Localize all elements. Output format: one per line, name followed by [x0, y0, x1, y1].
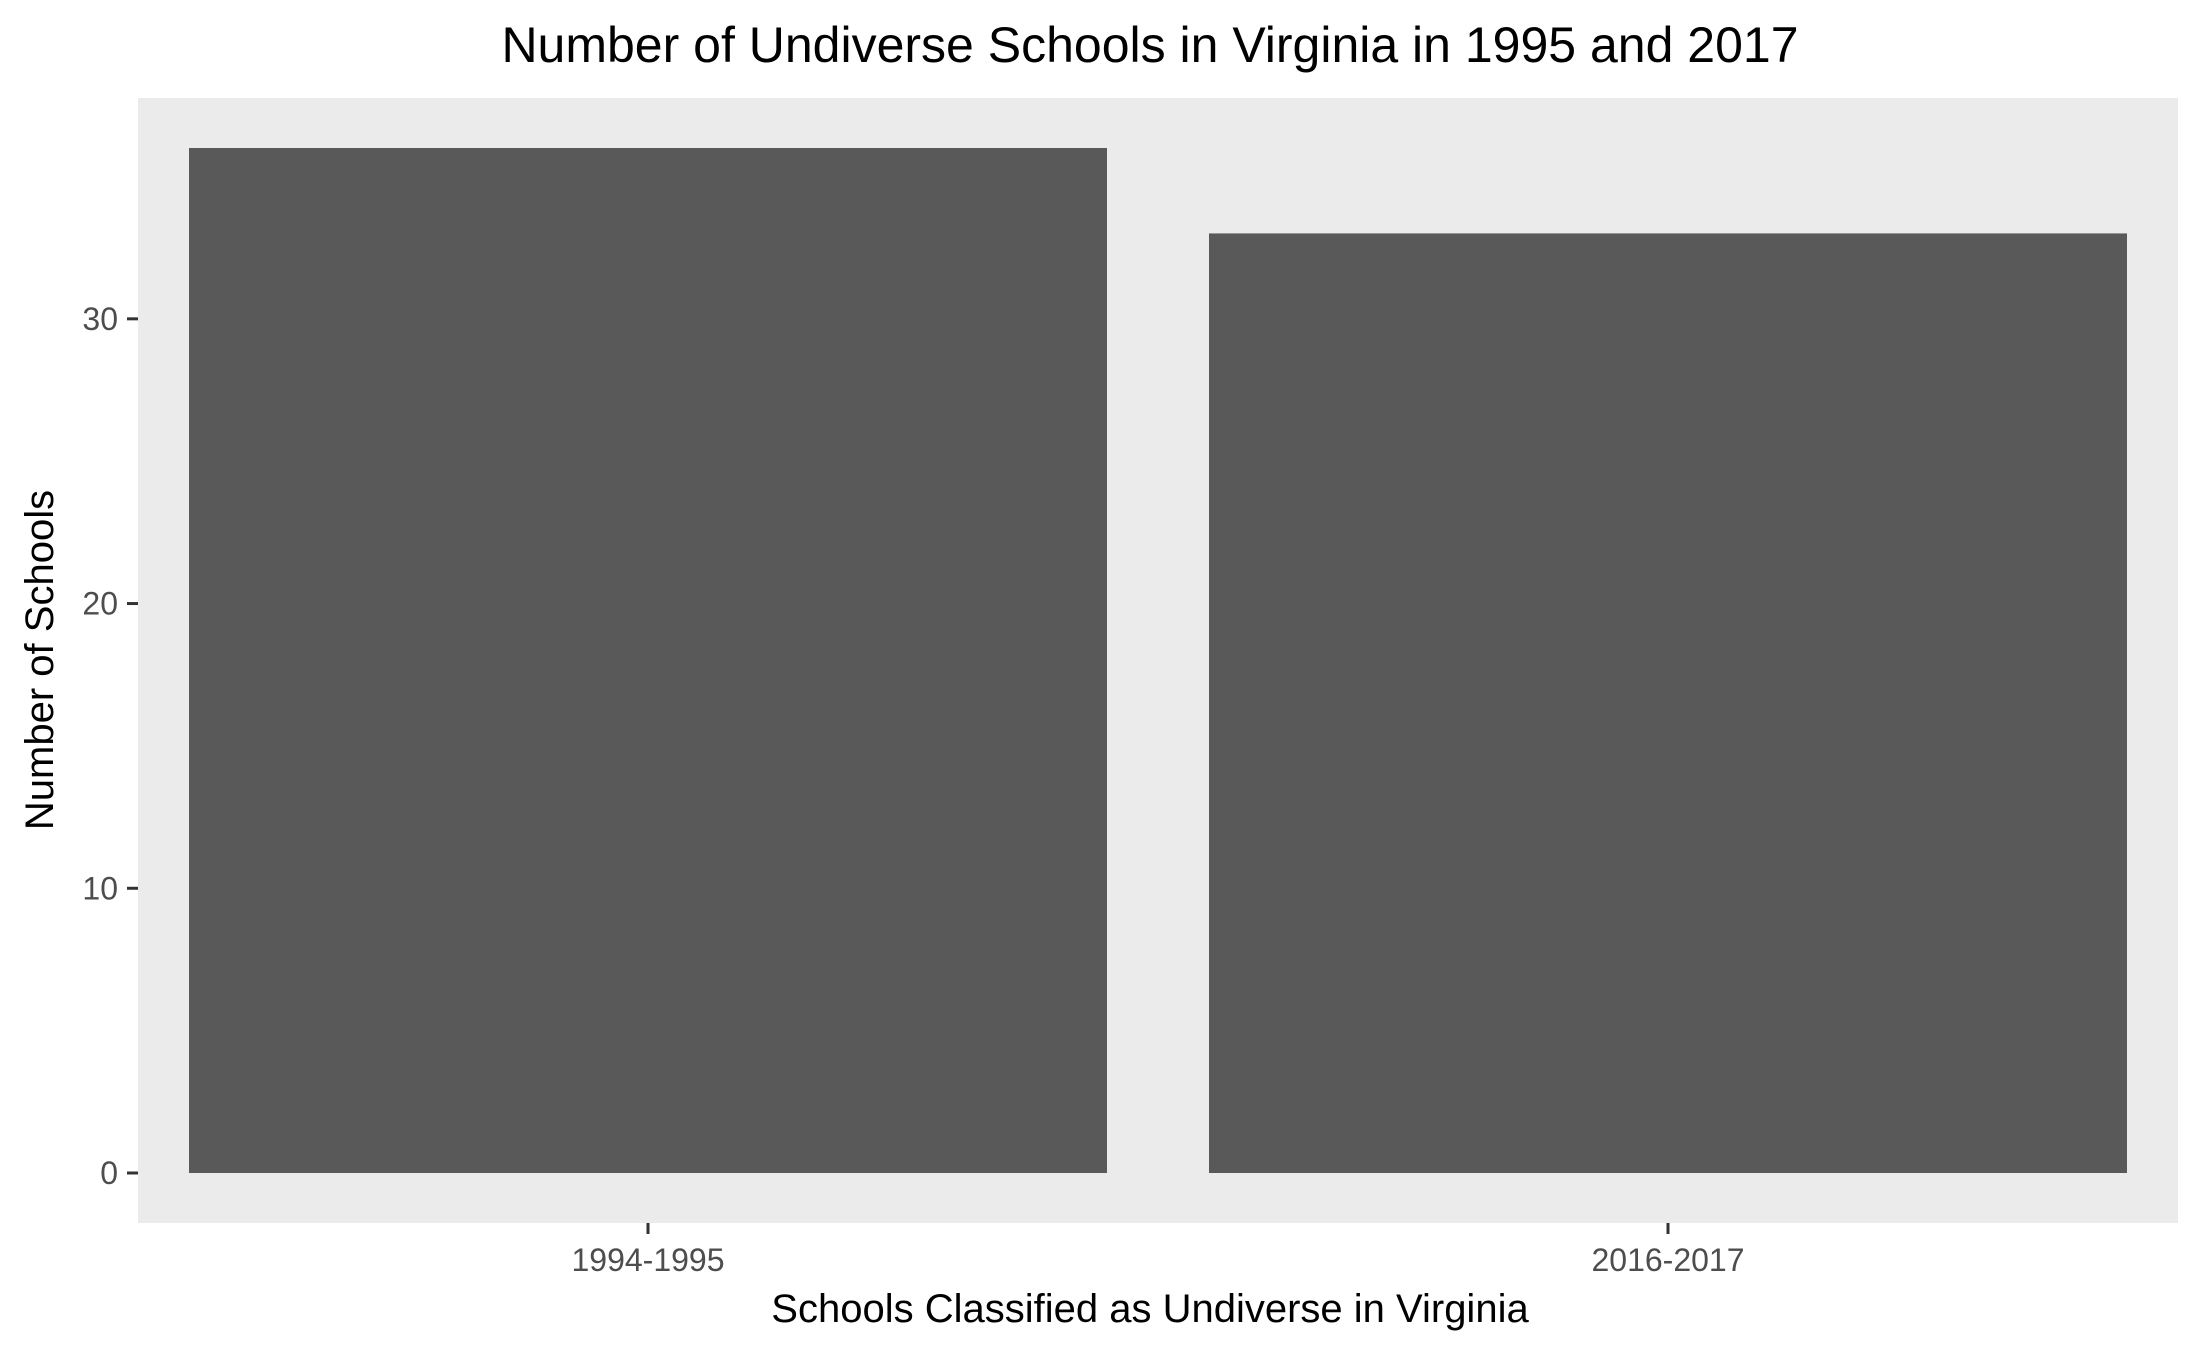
- bars: [189, 148, 2127, 1173]
- x-tick-label-2016-2017: 2016-2017: [1591, 1242, 1744, 1278]
- y-axis: 0 10 20 30: [82, 301, 138, 1191]
- x-tick-label-1994-1995: 1994-1995: [571, 1242, 724, 1278]
- x-axis-title: Schools Classified as Undiverse in Virgi…: [771, 1287, 1529, 1331]
- y-tick-label-10: 10: [82, 870, 118, 906]
- y-tick-label-0: 0: [100, 1155, 118, 1191]
- x-axis: 1994-1995 2016-2017: [571, 1223, 1745, 1278]
- y-axis-title: Number of Schools: [18, 490, 62, 830]
- bar-1994-1995: [189, 148, 1107, 1173]
- bar-2016-2017: [1209, 233, 2127, 1173]
- chart-title: Number of Undiverse Schools in Virginia …: [501, 17, 1798, 73]
- y-tick-label-20: 20: [82, 586, 118, 622]
- y-tick-label-30: 30: [82, 301, 118, 337]
